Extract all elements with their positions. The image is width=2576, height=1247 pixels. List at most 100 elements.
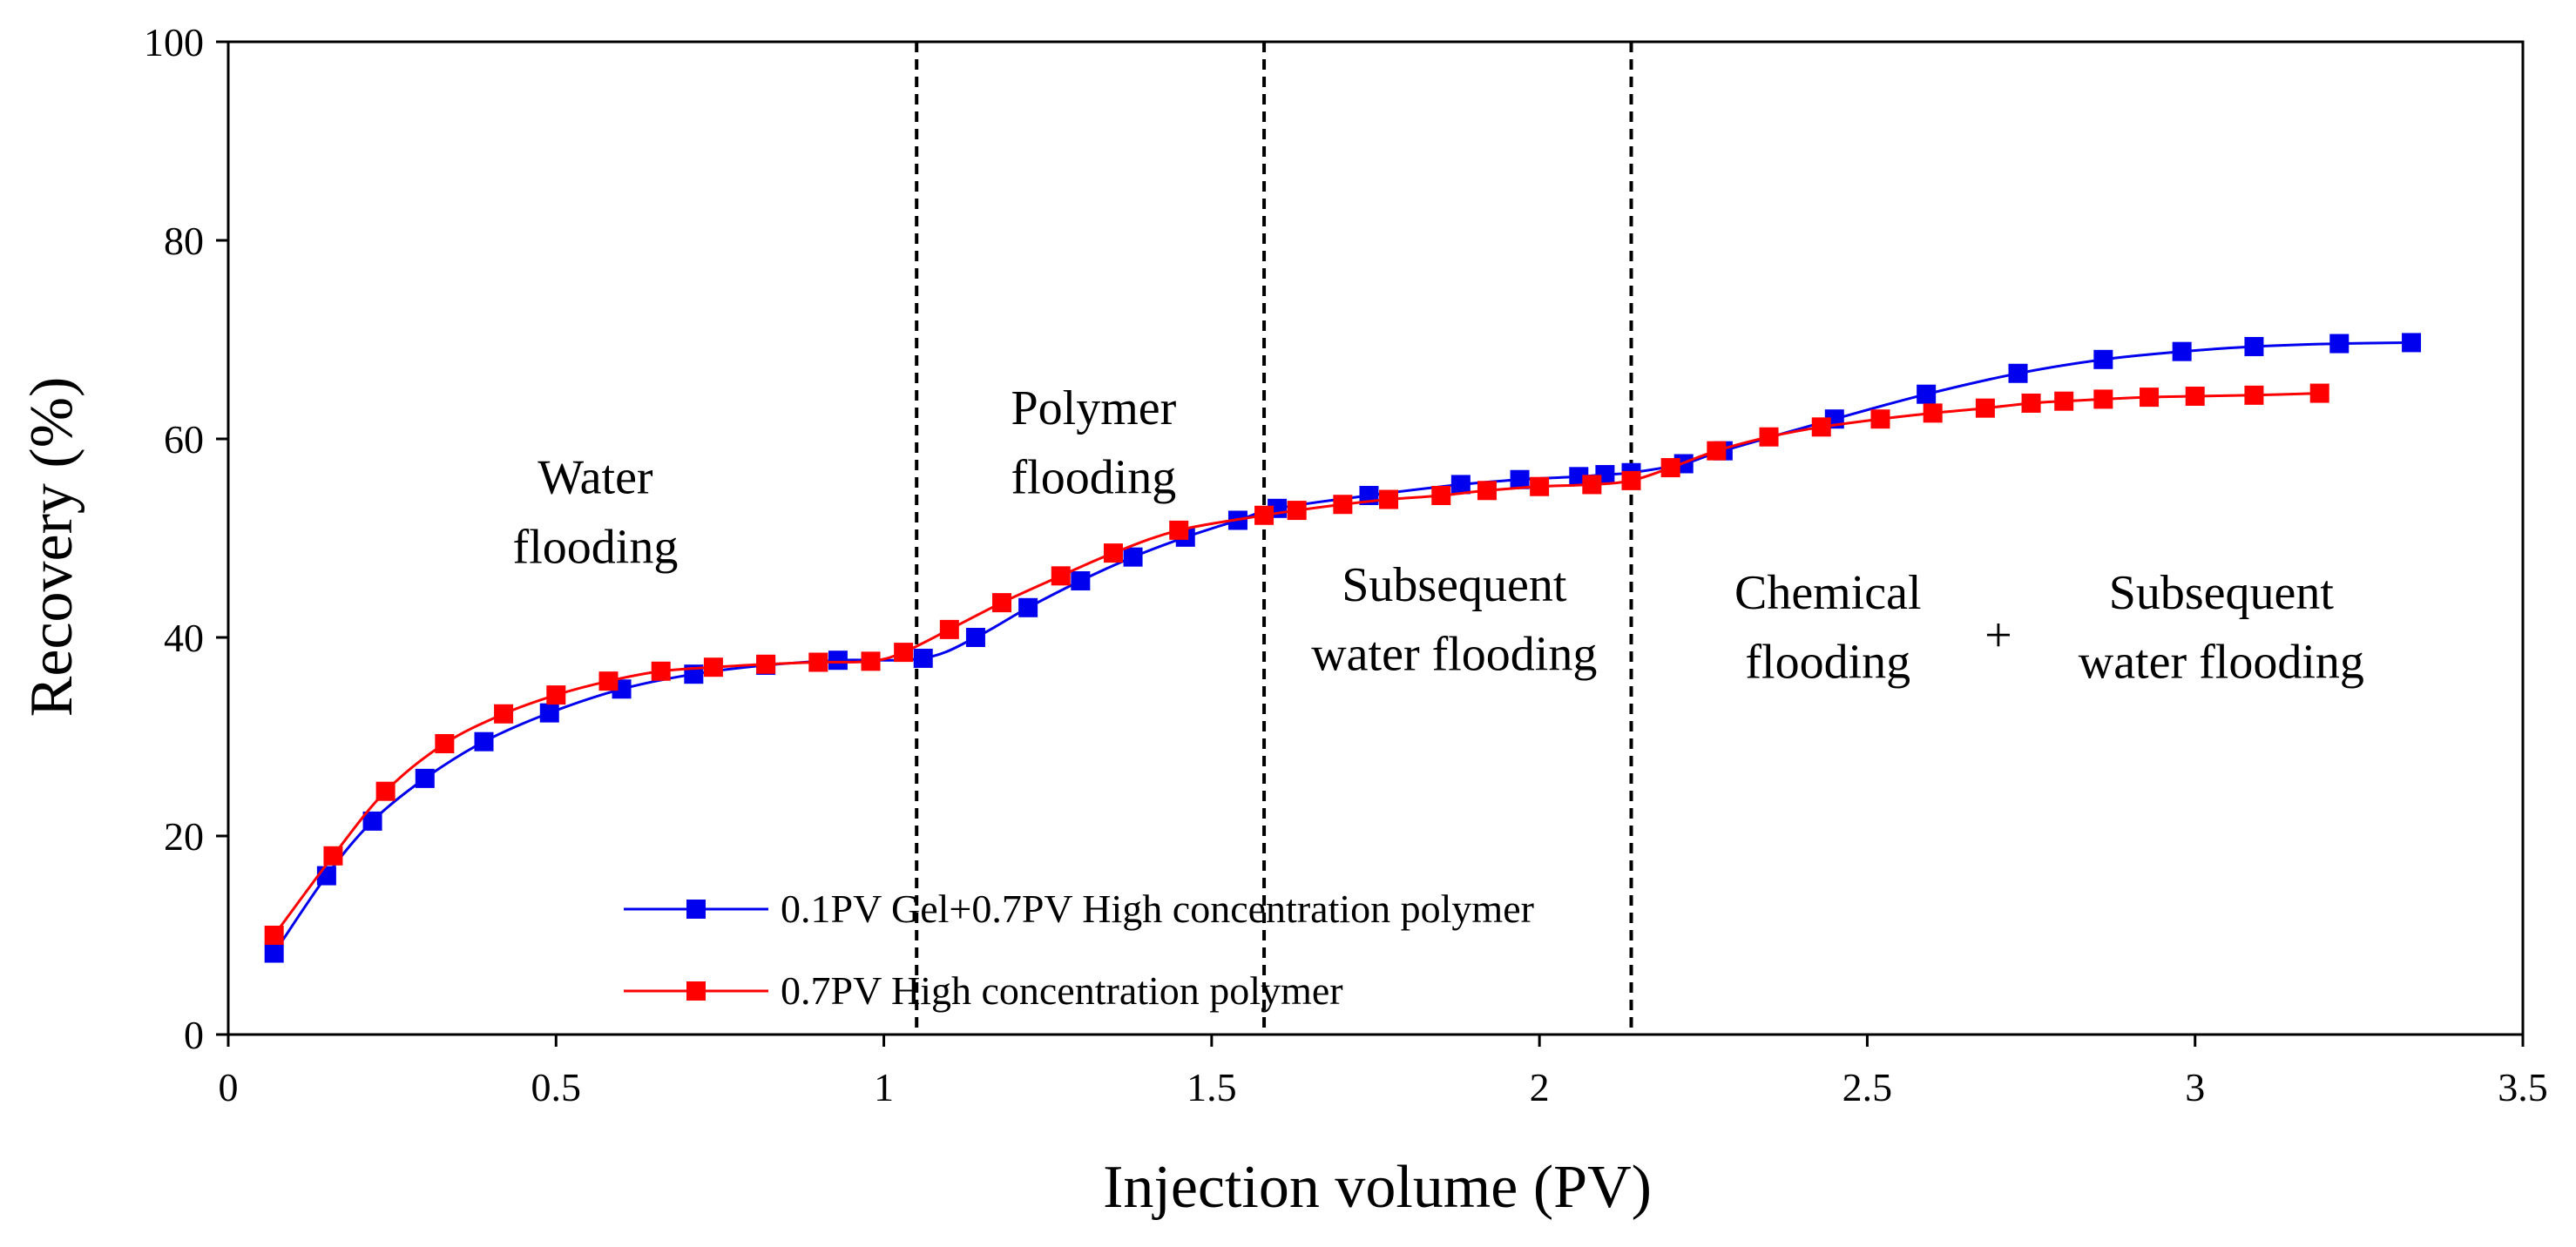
series-2-point — [1431, 485, 1451, 505]
x-tick-label: 1.5 — [1187, 1065, 1237, 1109]
series-2-point — [1582, 475, 1602, 495]
series-2-point — [1103, 543, 1123, 563]
y-tick-label: 40 — [164, 616, 204, 660]
phase-label: flooding — [513, 521, 679, 575]
x-tick-label: 2 — [1530, 1065, 1550, 1109]
series-2-point — [1333, 495, 1353, 515]
phase-label: Subsequent — [2109, 566, 2335, 620]
series-2-point — [1870, 409, 1890, 429]
series-2-point — [435, 733, 455, 753]
legend-label-1: 0.1PV Gel+0.7PV High concentration polym… — [781, 886, 1534, 931]
series-2-point — [1621, 470, 1641, 490]
series-2-point — [1287, 501, 1307, 521]
series-2-point — [1707, 441, 1727, 461]
phase-label: flooding — [1745, 636, 1910, 690]
x-tick-label: 0.5 — [531, 1065, 582, 1109]
series-2-point — [264, 926, 284, 945]
series-2-point — [1477, 481, 1497, 501]
legend-label-2: 0.7PV High concentration polymer — [781, 968, 1343, 1013]
phase-annotations: Water flooding Polymer flooding Subsequent wa… — [513, 381, 2364, 690]
series-1-point — [2093, 349, 2113, 369]
series-2 — [264, 383, 2329, 945]
series-1-point — [474, 731, 494, 752]
series-2-point — [375, 781, 396, 801]
series-2-point — [2021, 393, 2041, 413]
series-2-point — [756, 654, 776, 674]
series-1-point — [1917, 384, 1937, 404]
series-2-point — [2244, 385, 2264, 405]
series-2-point — [2054, 391, 2074, 411]
x-tick-label: 2.5 — [1842, 1065, 1893, 1109]
phase-label: + — [1984, 609, 2012, 663]
phase-label: Polymer — [1011, 381, 1177, 435]
series-1 — [264, 333, 2422, 963]
series-1-point — [264, 943, 284, 963]
phase-label: Subsequent — [1342, 558, 1567, 612]
series-2-point — [1169, 520, 1189, 540]
series-2-point — [992, 593, 1012, 613]
series-1-point — [1510, 469, 1530, 489]
series-1-point — [362, 811, 382, 831]
series-2-point — [1379, 489, 1399, 509]
x-axis-title: Injection volume (PV) — [1103, 1154, 1652, 1221]
series-2-point — [2140, 388, 2160, 408]
series-2-point — [703, 657, 723, 677]
series-2-point — [1051, 566, 1071, 586]
phase-boundaries — [915, 42, 1633, 1035]
x-tick-label: 3.5 — [2498, 1065, 2548, 1109]
series-group — [264, 333, 2422, 963]
series-2-point — [1811, 417, 1831, 437]
y-axis-title: Recovery (%) — [18, 377, 85, 718]
x-tick-label: 3 — [2185, 1065, 2205, 1109]
series-2-point — [939, 619, 959, 639]
phase-label: flooding — [1011, 451, 1177, 505]
series-2-point — [1660, 458, 1680, 478]
series-1-point — [2172, 341, 2192, 361]
series-2-point — [494, 704, 514, 724]
series-2-point — [2093, 389, 2113, 409]
series-2-point — [808, 652, 828, 672]
plot-area — [226, 40, 2525, 1036]
series-2-point — [2309, 383, 2329, 403]
series-1-point — [2329, 334, 2350, 354]
legend-marker-1 — [686, 900, 706, 919]
phase-label: Water — [538, 451, 653, 505]
series-1-point — [316, 866, 336, 886]
legend: 0.1PV Gel+0.7PV High concentration polym… — [624, 886, 1534, 1013]
phase-label: water flooding — [1311, 628, 1597, 682]
series-1-point — [1071, 571, 1091, 591]
series-1-point — [1123, 547, 1143, 567]
series-1-point — [913, 648, 933, 668]
series-1-point — [539, 703, 559, 723]
series-2-point — [861, 651, 881, 671]
phase-label: Chemical — [1734, 566, 1922, 620]
series-2-point — [598, 671, 619, 691]
y-tick-label: 0 — [184, 1013, 204, 1057]
series-1-point — [828, 650, 848, 671]
series-1-point — [1450, 475, 1471, 495]
series-1-point — [415, 768, 435, 788]
series-1-point — [965, 628, 985, 647]
series-1-point — [2244, 336, 2264, 356]
series-1-point — [2008, 363, 2028, 383]
series-2-point — [546, 685, 566, 705]
x-tick-label: 1 — [874, 1065, 894, 1109]
y-tick-label: 100 — [144, 20, 204, 64]
y-tick-label: 80 — [164, 219, 204, 263]
x-tick-label: 0 — [219, 1065, 239, 1109]
series-2-point — [1759, 427, 1779, 447]
series-2-point — [651, 661, 671, 681]
series-2-point — [1923, 403, 1943, 423]
series-1-point — [2402, 333, 2422, 353]
phase-label: water flooding — [2079, 636, 2364, 690]
series-2-point — [1254, 505, 1274, 525]
series-2-point — [323, 846, 343, 866]
y-tick-label: 20 — [164, 814, 204, 859]
y-tick-label: 60 — [164, 417, 204, 462]
series-2-point — [2185, 386, 2205, 406]
axes: 0 0.5 1 1.5 2 2.5 3 3.5 0 20 40 60 80 100 Injection vo… — [18, 20, 2548, 1221]
legend-marker-2 — [686, 981, 706, 1001]
series-1-point — [1018, 597, 1038, 617]
series-2-point — [894, 643, 914, 663]
